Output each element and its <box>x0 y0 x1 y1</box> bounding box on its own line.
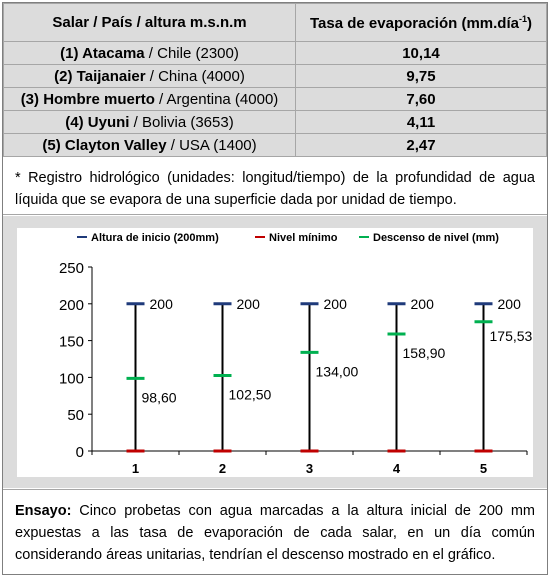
chart-plot: Altura de inicio (200mm) Nivel mínimo Desc… <box>17 228 533 477</box>
y-tick-label: 150 <box>59 334 84 351</box>
legend-label-3: Descenso de nivel (mm) <box>373 232 499 244</box>
salar-table: Salar / País / altura m.s.n.m Tasa de ev… <box>3 3 547 157</box>
header-rate: Tasa de evaporación (mm.día-1) <box>295 3 547 42</box>
drop-label: 175,53 <box>490 328 533 344</box>
salar-cell: (1) Atacama / Chile (2300) <box>3 41 296 65</box>
header-rate-main: Tasa de evaporación (mm.día <box>310 14 519 32</box>
x-tick-label: 4 <box>393 461 401 476</box>
salar-cell: (5) Clayton Valley / USA (1400) <box>3 133 296 157</box>
start-label: 200 <box>411 296 435 312</box>
salar-country: / USA (1400) <box>166 136 257 154</box>
header-rate-end: ) <box>526 14 532 32</box>
salar-name: (1) Atacama <box>60 44 145 62</box>
rate-cell: 2,47 <box>295 133 547 157</box>
essay-body: Cinco probetas con agua marcadas a la al… <box>15 503 535 563</box>
y-tick-label: 100 <box>59 370 84 387</box>
salar-country: / Argentina (4000) <box>154 90 279 108</box>
rate-cell: 7,60 <box>295 87 547 111</box>
header-rate-sup: -1 <box>518 13 527 24</box>
table-row: (5) Clayton Valley / USA (1400) 2,47 <box>3 133 547 157</box>
start-label: 200 <box>150 296 174 312</box>
salar-cell: (3) Hombre muerto / Argentina (4000) <box>3 87 296 111</box>
drop-label: 98,60 <box>142 389 177 405</box>
table-row: (2) Taijanaier / China (4000) 9,75 <box>3 64 547 88</box>
essay-label: Ensayo: <box>15 503 72 519</box>
salar-country: / Chile (2300) <box>144 44 239 62</box>
start-label: 200 <box>498 296 522 312</box>
salar-cell: (4) Uyuni / Bolivia (3653) <box>3 110 296 134</box>
y-tick-label: 50 <box>67 407 84 424</box>
drop-label: 158,90 <box>403 345 446 361</box>
x-tick-label: 3 <box>306 461 313 476</box>
drop-label: 102,50 <box>229 387 272 403</box>
legend-label-2: Nivel mínimo <box>269 232 338 244</box>
essay-text: Ensayo: Cinco probetas con agua marcadas… <box>3 489 547 573</box>
salar-name: (4) Uyuni <box>65 113 130 131</box>
table-row: (1) Atacama / Chile (2300) 10,14 <box>3 41 547 65</box>
footnote: * Registro hidrológico (unidades: longit… <box>3 155 547 215</box>
y-tick-label: 0 <box>76 444 84 461</box>
start-label: 200 <box>324 296 348 312</box>
table-row: (3) Hombre muerto / Argentina (4000) 7,6… <box>3 87 547 111</box>
rate-cell: 9,75 <box>295 64 547 88</box>
rate-cell: 10,14 <box>295 41 547 65</box>
header-salar: Salar / País / altura m.s.n.m <box>3 3 296 42</box>
figure-frame <box>2 2 548 575</box>
salar-name: (3) Hombre muerto <box>20 90 155 108</box>
salar-name: (2) Taijanaier <box>54 67 146 85</box>
chart-area: Altura de inicio (200mm) Nivel mínimo Desc… <box>3 216 547 488</box>
rate-cell: 4,11 <box>295 110 547 134</box>
x-tick-label: 5 <box>480 461 487 476</box>
x-tick-label: 1 <box>132 461 139 476</box>
table-header-row: Salar / País / altura m.s.n.m Tasa de ev… <box>3 3 547 42</box>
salar-country: / Bolivia (3653) <box>129 113 234 131</box>
table-row: (4) Uyuni / Bolivia (3653) 4,11 <box>3 110 547 134</box>
legend-label-1: Altura de inicio (200mm) <box>91 232 219 244</box>
salar-country: / China (4000) <box>145 67 245 85</box>
chart-svg: Altura de inicio (200mm) Nivel mínimo Desc… <box>59 232 533 476</box>
y-tick-label: 250 <box>59 260 84 277</box>
salar-name: (5) Clayton Valley <box>42 136 167 154</box>
x-tick-label: 2 <box>219 461 226 476</box>
start-label: 200 <box>237 296 261 312</box>
salar-cell: (2) Taijanaier / China (4000) <box>3 64 296 88</box>
y-tick-label: 200 <box>59 297 84 314</box>
drop-label: 134,00 <box>316 363 359 379</box>
